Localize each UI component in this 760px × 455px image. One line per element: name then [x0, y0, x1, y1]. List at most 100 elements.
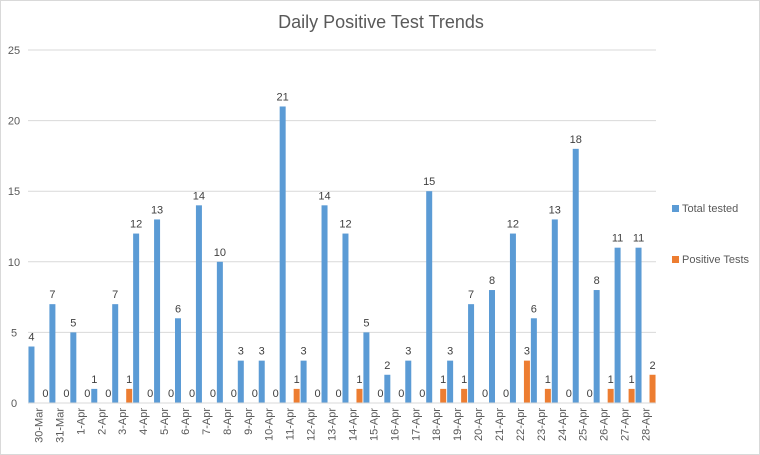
data-label-total-tested: 2: [384, 360, 390, 372]
bar-total-tested: [279, 106, 286, 403]
bar-total-tested: [237, 360, 244, 403]
data-label-total-tested: 11: [633, 233, 644, 245]
bar-total-tested: [572, 148, 579, 403]
bar-total-tested: [468, 304, 475, 403]
bars: [28, 106, 656, 403]
data-label-positive-tests: 0: [503, 388, 509, 400]
legend-label-positive-tests: Positive Tests: [682, 254, 750, 266]
x-tick-label: 24-Apr: [557, 408, 569, 441]
data-label-positive-tests: 0: [63, 388, 69, 400]
x-tick-label: 31-Mar: [54, 408, 66, 443]
x-tick-label: 15-Apr: [368, 408, 380, 441]
bar-positive-tests: [607, 388, 614, 403]
x-tick-label: 4-Apr: [138, 408, 150, 435]
data-label-total-tested: 4: [28, 332, 34, 344]
data-label-total-tested: 14: [318, 190, 330, 202]
bar-total-tested: [635, 247, 642, 403]
bar-total-tested: [91, 388, 98, 403]
data-label-total-tested: 6: [531, 303, 537, 315]
data-label-total-tested: 8: [489, 275, 495, 287]
x-tick-label: 26-Apr: [599, 408, 611, 441]
data-label-positive-tests: 0: [105, 388, 111, 400]
data-label-total-tested: 15: [423, 176, 435, 188]
bar-total-tested: [175, 318, 181, 403]
x-tick-label: 23-Apr: [536, 408, 548, 441]
data-label-total-tested: 7: [49, 289, 55, 301]
data-label-positive-tests: 0: [419, 388, 425, 400]
bar-total-tested: [530, 318, 537, 403]
x-tick-label: 27-Apr: [620, 408, 632, 441]
data-label-positive-tests: 0: [42, 388, 48, 400]
data-label-positive-tests: 0: [147, 388, 153, 400]
bar-total-tested: [321, 205, 328, 403]
data-label-positive-tests: 0: [398, 388, 404, 400]
bar-total-tested: [28, 346, 35, 403]
x-tick-label: 17-Apr: [410, 408, 422, 441]
x-axis-ticks: 30-Mar 31-Mar 1-Apr 2-Apr 3-Apr 4-Apr 5-Apr 6-A…: [33, 408, 652, 443]
data-label-total-tested: 3: [405, 346, 411, 358]
x-tick-label: 2-Apr: [96, 408, 108, 435]
legend-label-total-tested: Total tested: [682, 203, 738, 215]
data-label-positive-tests: 1: [461, 374, 467, 386]
bar-positive-tests: [649, 374, 656, 403]
bar-positive-tests: [544, 388, 551, 403]
data-label-positive-tests: 0: [210, 388, 216, 400]
x-tick-label: 8-Apr: [222, 408, 234, 435]
data-label-positive-tests: 1: [440, 374, 446, 386]
data-label-total-tested: 12: [507, 219, 519, 231]
data-label-positive-tests: 1: [356, 374, 362, 386]
data-label-total-tested: 7: [112, 289, 118, 301]
data-label-positive-tests: 0: [231, 388, 237, 400]
data-label-total-tested: 1: [91, 374, 97, 386]
data-label-positive-tests: 0: [84, 388, 90, 400]
x-tick-label: 12-Apr: [306, 408, 318, 441]
x-tick-label: 16-Apr: [389, 408, 401, 441]
bar-total-tested: [112, 304, 119, 403]
x-tick-label: 6-Apr: [180, 408, 192, 435]
data-label-positive-tests: 0: [315, 388, 321, 400]
data-label-positive-tests: 1: [608, 374, 614, 386]
data-label-positive-tests: 1: [126, 374, 132, 386]
data-label-total-tested: 6: [175, 303, 181, 315]
x-tick-label: 5-Apr: [159, 408, 171, 435]
bar-total-tested: [258, 360, 265, 403]
data-label-total-tested: 3: [301, 346, 307, 358]
bar-total-tested: [489, 290, 495, 403]
bar-total-tested: [405, 360, 412, 403]
data-label-positive-tests: 3: [524, 346, 530, 358]
data-label-total-tested: 18: [570, 134, 582, 146]
data-label-positive-tests: 1: [545, 374, 551, 386]
bar-total-tested: [216, 261, 223, 403]
y-tick-label: 15: [8, 186, 20, 198]
bar-total-tested: [195, 205, 202, 403]
data-label-total-tested: 5: [70, 317, 76, 329]
data-label-positive-tests: 0: [587, 388, 593, 400]
x-tick-label: 21-Apr: [494, 408, 506, 441]
legend-swatch-total-tested: [672, 205, 679, 212]
data-label-positive-tests: 0: [252, 388, 258, 400]
x-tick-label: 10-Apr: [264, 408, 276, 441]
x-tick-label: 20-Apr: [473, 408, 485, 441]
data-label-total-tested: 3: [259, 346, 265, 358]
y-tick-label: 20: [8, 116, 20, 128]
data-label-total-tested: 11: [612, 233, 623, 245]
chart-title: Daily Positive Test Trends: [278, 12, 484, 32]
bar-positive-tests: [126, 388, 133, 403]
x-tick-label: 13-Apr: [327, 408, 339, 441]
data-label-positive-tests: 0: [273, 388, 279, 400]
bar-positive-tests: [293, 388, 300, 403]
data-label-total-tested: 5: [363, 317, 369, 329]
x-tick-label: 22-Apr: [515, 408, 527, 441]
bar-total-tested: [300, 360, 307, 403]
bar-positive-tests: [523, 360, 530, 403]
data-label-total-tested: 12: [130, 219, 142, 231]
data-label-total-tested: 21: [277, 91, 289, 103]
bar-total-tested: [363, 332, 370, 403]
bar-total-tested: [49, 304, 56, 403]
x-tick-label: 25-Apr: [578, 408, 590, 441]
data-label-positive-tests: 0: [168, 388, 174, 400]
y-axis-ticks: 0 5 10 15 20 25: [8, 45, 20, 410]
data-label-positive-tests: 1: [294, 374, 300, 386]
data-label-total-tested: 3: [447, 346, 453, 358]
